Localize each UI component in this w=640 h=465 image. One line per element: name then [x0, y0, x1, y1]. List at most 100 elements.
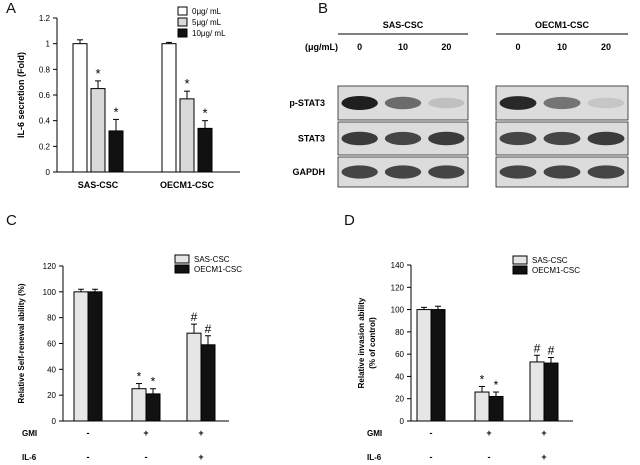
blot-band [499, 96, 537, 110]
blot-dose-label: 10 [557, 42, 567, 52]
y-tick-label: 1.2 [39, 14, 51, 23]
condition-value: - [87, 452, 90, 462]
blot-band [543, 131, 581, 146]
legend-label: SAS-CSC [532, 256, 568, 265]
y-tick-label: 120 [391, 283, 405, 292]
condition-value: + [143, 428, 148, 438]
x-category-label: OECM1-CSC [160, 180, 215, 190]
blot-row-label: p-STAT3 [289, 98, 325, 108]
blot-band [587, 131, 625, 146]
condition-value: - [430, 452, 433, 462]
blot-band [543, 165, 581, 179]
significance-mark: * [202, 106, 207, 121]
panel-label-d: D [344, 212, 355, 229]
blot-dose-label: 0 [515, 42, 520, 52]
legend-label: 10μg/ mL [192, 29, 226, 38]
significance-mark: # [205, 322, 212, 336]
y-tick-label: 1 [46, 40, 51, 49]
bar-sas-csc-2 [529, 361, 545, 422]
y-axis-label-2: (% of control) [368, 317, 377, 369]
chart-c-group: 0 20 40 60 80 100 120 Relative Self-renewal abi… [17, 254, 242, 462]
y-tick-label: 100 [43, 288, 57, 297]
significance-mark: # [548, 343, 555, 357]
y-tick-label: 80 [47, 314, 56, 323]
blot-unit-label: (μg/mL) [305, 42, 338, 52]
blot-group-label: SAS-CSC [383, 20, 424, 30]
blot-band [499, 165, 537, 179]
condition-value: + [198, 428, 203, 438]
significance-mark: * [95, 66, 100, 81]
y-tick-label: 140 [391, 261, 405, 270]
legend-label: 5μg/ mL [192, 18, 222, 27]
significance-mark: * [494, 378, 499, 392]
significance-mark: * [113, 104, 118, 119]
blot-band [499, 131, 537, 146]
y-tick-label: 100 [391, 306, 405, 315]
legend-swatch [177, 6, 188, 16]
bar-sas-csc-0 [416, 309, 432, 422]
legend-label: OECM1-CSC [194, 265, 242, 274]
blot-dose-label: 10 [398, 42, 408, 52]
blot-group-label: OECM1-CSC [535, 20, 590, 30]
bar-oecm1-csc-2 [543, 362, 559, 422]
y-tick-label: 20 [395, 395, 404, 404]
condition-value: - [145, 452, 148, 462]
condition-name: GMI [22, 429, 37, 438]
bar-oecm1-csc-1 [488, 395, 504, 422]
significance-mark: * [151, 375, 156, 389]
blot-band [341, 131, 378, 146]
y-tick-label: 0 [400, 417, 405, 426]
y-tick-label: 60 [395, 350, 404, 359]
blot-dose-label: 20 [601, 42, 611, 52]
legend-swatch [177, 28, 188, 38]
condition-value: + [486, 428, 491, 438]
y-tick-label: 120 [43, 262, 57, 271]
condition-value: + [541, 452, 546, 462]
condition-name: IL-6 [367, 453, 382, 462]
legend-swatch [512, 265, 528, 275]
blot-band [428, 97, 465, 109]
condition-name: GMI [367, 429, 382, 438]
y-axis-label: IL-6 secretion (Fold) [16, 52, 26, 138]
legend-label: 0μg/ mL [192, 7, 222, 16]
legend-swatch [174, 264, 190, 274]
legend-label: SAS-CSC [194, 255, 230, 264]
y-tick-label: 20 [47, 391, 56, 400]
significance-mark: # [534, 341, 541, 355]
y-tick-label: 0 [52, 417, 57, 426]
y-tick-label: 0.4 [39, 117, 51, 126]
condition-value: - [87, 428, 90, 438]
y-tick-label: 40 [47, 365, 56, 374]
blot-band [587, 97, 625, 109]
blot-row-label: STAT3 [298, 134, 325, 144]
y-tick-label: 60 [47, 340, 56, 349]
y-axis-label: Relative invasion ability [357, 297, 366, 388]
blot-band [543, 96, 581, 110]
blot-band [428, 165, 465, 179]
condition-value: - [488, 452, 491, 462]
y-tick-label: 80 [395, 328, 404, 337]
blot-band [341, 96, 378, 110]
y-tick-label: 0.6 [39, 91, 51, 100]
x-category-label: SAS-CSC [78, 180, 119, 190]
blot-row-label: GAPDH [292, 167, 325, 177]
significance-mark: # [191, 310, 198, 324]
y-axis-label: Relative Self-renewal ability (%) [17, 283, 26, 403]
condition-name: IL-6 [22, 453, 37, 462]
legend-label: OECM1-CSC [532, 266, 580, 275]
y-tick-label: 0 [46, 168, 51, 177]
y-tick-label: 0.2 [39, 142, 51, 151]
blot-group: SAS-CSC 0 10 20 OECM1-CSC 0 10 20 (μg/mL) p-STAT3… [289, 20, 629, 188]
legend-swatch [177, 17, 188, 27]
condition-value: - [430, 428, 433, 438]
blot-band [428, 131, 465, 146]
condition-value: + [198, 452, 203, 462]
legend-swatch [174, 254, 190, 264]
legend-swatch [512, 255, 528, 265]
blot-band [384, 165, 422, 179]
significance-mark: * [137, 370, 142, 384]
blot-band [341, 165, 378, 179]
